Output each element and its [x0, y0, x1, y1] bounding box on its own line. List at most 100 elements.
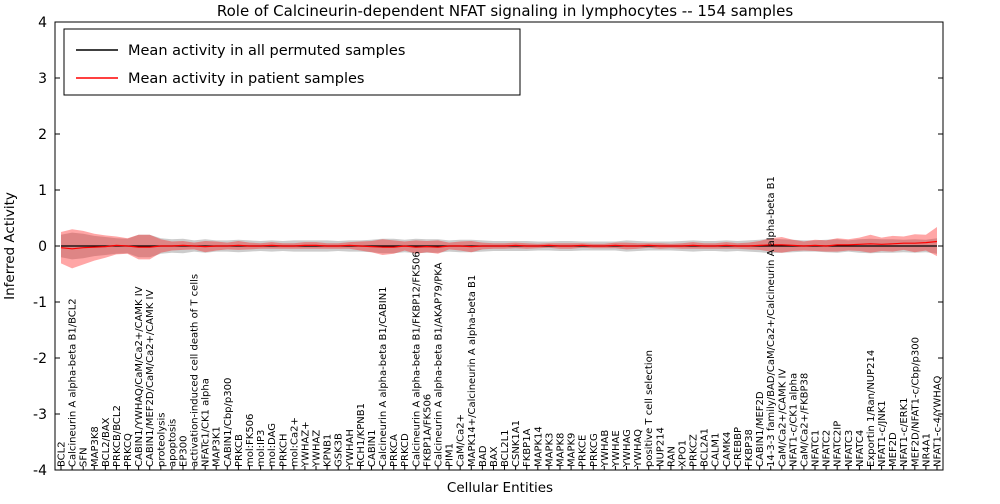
x-tick-label: PRKCB/BCL2	[112, 405, 123, 467]
x-tick-label: CSNK1A1	[511, 420, 522, 467]
x-tick-label: EP300	[179, 436, 190, 467]
x-tick-label: CaM/Ca2+	[456, 414, 467, 467]
x-tick-label: YWHAZ	[312, 430, 323, 468]
x-tick-label: RAN	[666, 446, 677, 467]
x-tick-label: PRKCH	[278, 434, 289, 468]
y-tick-label: 4	[38, 15, 47, 31]
x-tick-label: CABIN1/YWHAQ/CaM/Ca2+/CAMK IV	[134, 286, 145, 467]
x-tick-label: PRKCD	[400, 433, 411, 467]
legend-label-permuted: Mean activity in all permuted samples	[128, 43, 405, 59]
x-tick-label: activation-induced cell death of T cells	[190, 274, 201, 467]
x-tick-label: PRKCA	[389, 434, 400, 467]
x-tick-label: PRKCB	[234, 434, 245, 467]
y-tick-label: -2	[33, 351, 47, 367]
x-tick-label: mol:FK506	[245, 414, 256, 467]
x-tick-label: MEF2D/NFAT1-c/Cbp/p300	[910, 337, 921, 467]
y-tick-label: 2	[38, 127, 47, 143]
x-tick-label: 14-3-3 family/BAD/CaM/Ca2+/Calcineurin A…	[766, 176, 777, 467]
x-tick-label: YWHAQ	[633, 429, 644, 468]
x-tick-label: mol:Ca2+	[289, 417, 300, 467]
x-tick-label: CAMK4	[722, 432, 733, 467]
x-tick-label: BCL2A1	[700, 428, 711, 467]
x-tick-label: BCL2/BAX	[101, 417, 112, 467]
x-tick-label: GSK3B	[334, 433, 345, 467]
x-tick-label: NFATC2IP	[833, 421, 844, 467]
x-tick-label: BAD	[478, 445, 489, 467]
x-tick-label: YWHAE	[611, 430, 622, 468]
x-tick-label: CABIN1/Cbp/p300	[223, 378, 234, 467]
x-tick-label: YWHAH	[345, 429, 356, 468]
x-tick-label: BCL2	[57, 441, 68, 467]
x-tick-label: YWHAZ+	[300, 421, 311, 468]
x-tick-label: PIM1	[445, 443, 456, 467]
y-tick-label: -4	[33, 463, 47, 479]
x-tick-label: CaM/Ca2+/FKBP38	[799, 373, 810, 467]
x-tick-label: SFN	[79, 447, 90, 467]
x-tick-label: CABIN1	[367, 430, 378, 467]
x-tick-label: FKBP1A/FK506	[422, 394, 433, 467]
x-tick-label: PRKCG	[589, 433, 600, 467]
x-tick-label: positive T cell selection	[644, 350, 655, 467]
x-tick-label: MAP3K1	[212, 426, 223, 467]
chart-title: Role of Calcineurin-dependent NFAT signa…	[217, 2, 793, 20]
x-tick-label: MAPK3	[544, 433, 555, 467]
x-tick-label: YWHAG	[622, 429, 633, 468]
x-tick-label: NFATc1/CK1 alpha	[201, 378, 212, 467]
y-tick-label: 3	[38, 71, 47, 87]
x-tick-label: NFATC1	[811, 430, 822, 467]
x-tick-label: PRKCE	[578, 435, 589, 467]
x-tick-label: MAPK9	[567, 433, 578, 467]
x-tick-label: proteolysis	[156, 413, 167, 467]
x-tick-label: CABIN1/MEF2D	[755, 391, 766, 467]
x-tick-label: YWHAB	[600, 430, 611, 468]
x-tick-label: mol:IP3	[256, 430, 267, 467]
x-tick-label: MEF2D	[888, 432, 899, 467]
x-tick-label: BAX	[489, 446, 500, 467]
x-tick-label: Calcineurin A alpha-beta B1/BCL2	[68, 298, 79, 467]
x-tick-label: CREBBP	[733, 427, 744, 467]
legend-box	[63, 28, 521, 96]
x-tick-label: FKBP1A	[522, 428, 533, 467]
x-tick-label: NFATC2	[822, 430, 833, 467]
x-tick-label: CALM1	[711, 433, 722, 467]
x-tick-label: NUP214	[655, 427, 666, 467]
y-tick-label: -3	[33, 407, 47, 423]
y-tick-label: 0	[38, 239, 47, 255]
legend: Mean activity in all permuted samples Me…	[63, 28, 521, 96]
x-tick-label: XPO1	[678, 440, 689, 467]
x-tick-label: Calcineurin A alpha-beta B1/FKBP12/FK506	[411, 251, 422, 467]
y-axis-label: Inferred Activity	[2, 192, 18, 300]
x-tick-label: NFATC3	[844, 430, 855, 467]
x-tick-label: CABIN1/MEF2D/CaM/Ca2+/CAMK IV	[145, 290, 156, 467]
patient-band	[61, 227, 937, 269]
x-tick-label: NR4A1	[921, 433, 932, 467]
x-tick-label: MAPK8	[556, 433, 567, 467]
x-tick-label: CaM/Ca2+/CAMK IV	[777, 369, 788, 467]
x-tick-label: PRKCQ	[123, 433, 134, 467]
legend-label-patient: Mean activity in patient samples	[128, 71, 364, 87]
x-tick-label: KPNB1	[323, 434, 334, 467]
x-tick-label: PRKCZ	[689, 434, 700, 467]
x-tick-label: mol:DAG	[267, 423, 278, 467]
x-tick-label: NFAT1-c/ERK1	[899, 397, 910, 467]
x-tick-label: NFAT1-c-4/YWHAQ	[933, 376, 944, 467]
x-tick-label: NFAT1-c/CK1 alpha	[788, 373, 799, 467]
x-tick-label: NFAT1-c/JNK1	[877, 400, 888, 467]
x-tick-label: Calcineurin A alpha-beta B1/CABIN1	[378, 286, 389, 467]
x-tick-label: NFATC4	[855, 430, 866, 467]
x-tick-label: MAPK14+/Calcineurin A alpha-beta B1	[467, 275, 478, 467]
x-tick-label: FKBP38	[744, 429, 755, 467]
x-tick-label: BCL2L1	[500, 429, 511, 467]
x-axis-label: Cellular Entities	[447, 480, 553, 496]
patient-mean-line	[60, 240, 938, 250]
y-tick-label: 1	[38, 183, 47, 199]
x-tick-label: MAPK14	[533, 426, 544, 467]
y-tick-label: -1	[33, 295, 47, 311]
x-tick-label: apoptosis	[167, 419, 178, 467]
x-tick-label: MAP3K8	[90, 426, 101, 467]
x-tick-label: RCH1/KPNB1	[356, 403, 367, 467]
x-tick-label: Calcineurin A alpha-beta B1/AKAP79/PKA	[434, 262, 445, 467]
